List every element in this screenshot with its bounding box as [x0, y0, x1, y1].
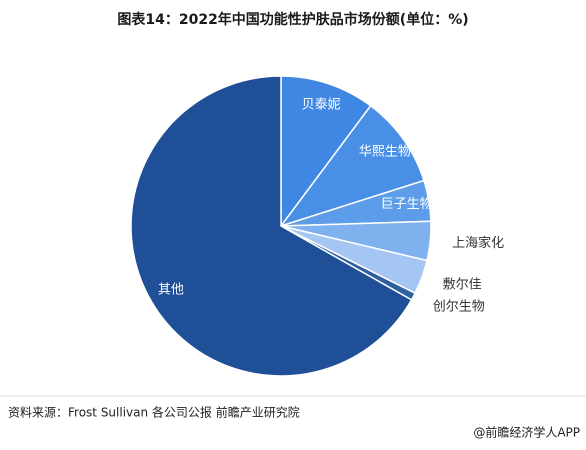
- pie-slice: [280, 75, 372, 229]
- slice-label: 华熙生物: [359, 145, 411, 160]
- slice-label: 敷尔佳: [443, 277, 482, 292]
- pie-slice: [130, 75, 413, 377]
- chart-title: 图表14：2022年中国功能性护肤品市场份额(单位：%): [117, 11, 468, 28]
- source: 资料来源：Frost Sullivan 各公司公报 前瞻产业研究院: [8, 405, 300, 420]
- slice-label: 创尔生物: [433, 299, 485, 314]
- slice-label: 巨子生物: [381, 197, 433, 212]
- pie-slice: [279, 104, 425, 228]
- slice-label: 上海家化: [452, 235, 504, 251]
- slice-label: 贝泰妮: [302, 97, 341, 112]
- slice-label: 其他: [158, 283, 184, 298]
- footer: @前瞻经济学人APP: [473, 425, 580, 440]
